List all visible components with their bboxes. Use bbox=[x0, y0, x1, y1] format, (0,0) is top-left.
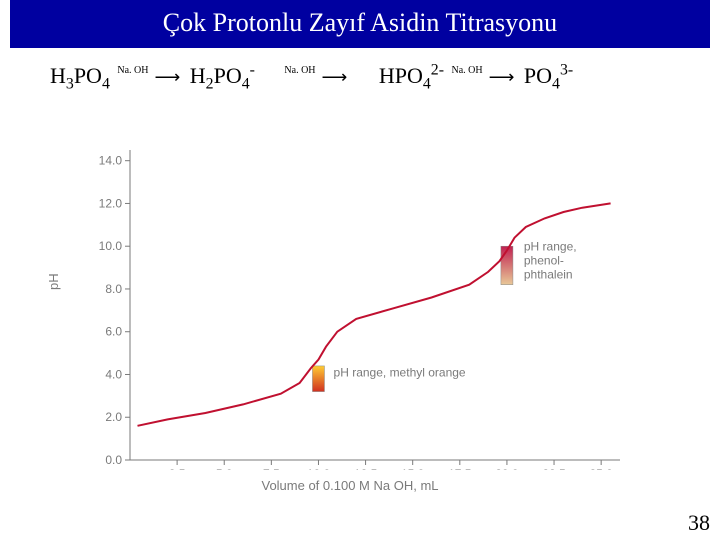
species-h2po4: H2PO4- bbox=[190, 63, 261, 88]
reagent-label-1: Na. OH bbox=[115, 65, 150, 76]
svg-text:10.0: 10.0 bbox=[307, 467, 331, 470]
svg-text:phthalein: phthalein bbox=[524, 267, 573, 281]
svg-text:phenol-: phenol- bbox=[524, 253, 564, 267]
x-axis-label: Volume of 0.100 M Na OH, mL bbox=[80, 478, 620, 493]
titration-chart: 0.0 2.0 4.0 6.0 8.0 10.0 12.0 14.0 2.5 5.0 7.5 10.0… bbox=[80, 140, 620, 470]
svg-text:6.0: 6.0 bbox=[105, 325, 122, 339]
svg-text:pH range,: pH range, bbox=[524, 239, 577, 253]
svg-text:7.5: 7.5 bbox=[263, 467, 280, 470]
arrow-icon: ⟶ bbox=[318, 67, 352, 87]
svg-text:15.0: 15.0 bbox=[401, 467, 425, 470]
species-h3po4: H3PO4 bbox=[50, 63, 115, 88]
arrow-icon: ⟶ bbox=[485, 67, 519, 87]
svg-text:8.0: 8.0 bbox=[105, 282, 122, 296]
species-po4: PO43- bbox=[524, 63, 573, 88]
svg-text:2.5: 2.5 bbox=[169, 467, 186, 470]
svg-text:5.0: 5.0 bbox=[216, 467, 233, 470]
svg-text:2.0: 2.0 bbox=[105, 410, 122, 424]
slide-title: Çok Protonlu Zayıf Asidin Titrasyonu bbox=[10, 0, 710, 48]
svg-text:pH range, methyl orange: pH range, methyl orange bbox=[334, 366, 466, 380]
arrow-icon: ⟶ bbox=[150, 67, 184, 87]
svg-text:0.0: 0.0 bbox=[105, 453, 122, 467]
svg-text:17.5: 17.5 bbox=[448, 467, 472, 470]
species-hpo4: HPO42- bbox=[379, 63, 450, 88]
reagent-label-2: Na. OH bbox=[282, 65, 317, 76]
page-number: 38 bbox=[688, 510, 710, 536]
reagent-label-3: Na. OH bbox=[449, 65, 484, 76]
y-axis-label: pH bbox=[46, 273, 61, 290]
svg-text:10.0: 10.0 bbox=[99, 239, 123, 253]
svg-text:12.5: 12.5 bbox=[354, 467, 378, 470]
svg-text:12.0: 12.0 bbox=[99, 196, 123, 210]
svg-text:4.0: 4.0 bbox=[105, 367, 122, 381]
svg-text:22.5: 22.5 bbox=[542, 467, 566, 470]
svg-text:25.0: 25.0 bbox=[589, 467, 613, 470]
svg-text:20.0: 20.0 bbox=[495, 467, 519, 470]
svg-text:14.0: 14.0 bbox=[99, 154, 123, 168]
reaction-equation: H3PO4 Na. OH⟶ H2PO4- Na. OH⟶ HPO42- Na. … bbox=[50, 62, 680, 94]
